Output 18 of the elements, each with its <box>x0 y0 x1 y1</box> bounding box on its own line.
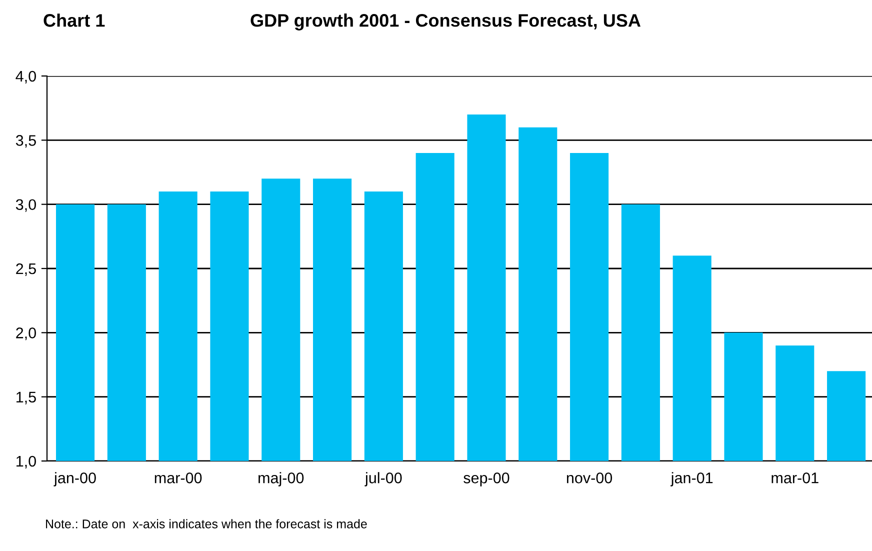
x-tick-label: jul-00 <box>364 472 402 486</box>
x-tick-label: jan-01 <box>670 472 713 486</box>
text: Note.: Date on x-axis indicates when the forecast is made <box>46 519 367 528</box>
y-tick-label: 3,0 <box>16 199 36 212</box>
y-tick-label: 4,0 <box>16 70 36 84</box>
y-tick-label: 1,5 <box>16 392 36 404</box>
x-tick-label: sep-00 <box>464 472 510 486</box>
y-tick-label: 2,5 <box>16 263 36 276</box>
caption: Chart 1 <box>44 14 105 27</box>
x-tick-label: mar-00 <box>154 472 202 484</box>
x-tick-label: mar-01 <box>772 472 818 484</box>
y-tick-label: 2,0 <box>16 328 36 340</box>
x-tick-label: nov-00 <box>566 472 612 484</box>
x-tick-label: maj-00 <box>258 472 304 486</box>
y-tick-label: 3,5 <box>16 135 36 148</box>
x-tick-label: jan-00 <box>54 472 96 486</box>
chart-title: GDP growth 2001 - Consensus Forecast, USA <box>250 14 641 30</box>
y-tick-label: 1,0 <box>16 456 36 468</box>
